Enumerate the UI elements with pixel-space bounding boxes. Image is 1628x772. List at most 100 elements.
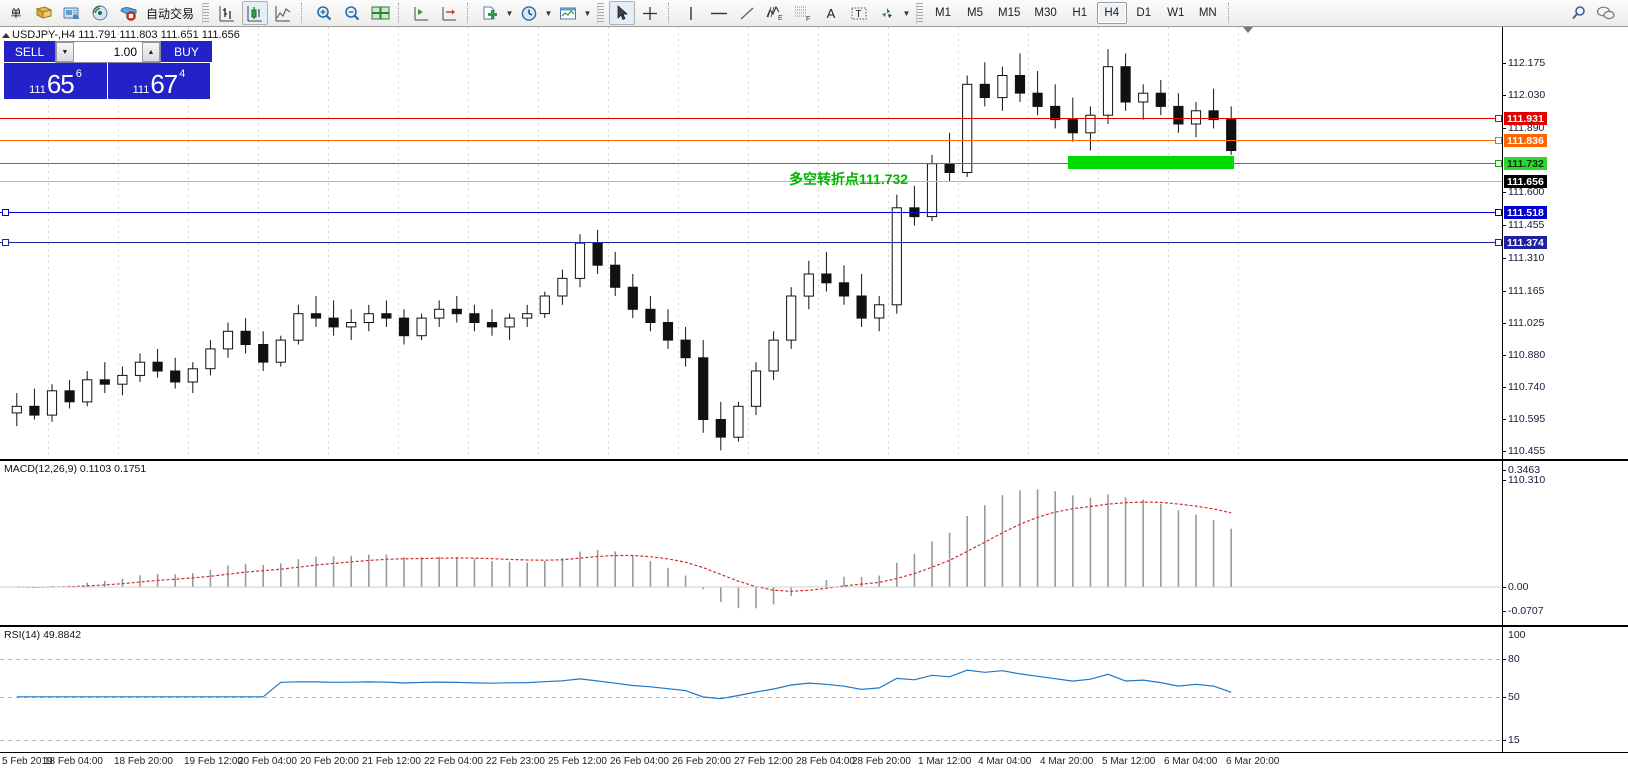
chart-symbol-title: USDJPY-,H4 111.791 111.803 111.651 111.6… (12, 29, 240, 41)
buy-price-main: 67 (150, 69, 178, 99)
tile-windows-icon[interactable] (367, 1, 393, 25)
line-chart-icon[interactable] (270, 1, 296, 25)
price-line-111374[interactable] (0, 239, 1502, 246)
bar-chart-icon[interactable] (214, 1, 240, 25)
time-label: 4 Mar 20:00 (1040, 756, 1094, 767)
vertical-line-icon[interactable] (678, 1, 704, 25)
volume-field[interactable]: ▼ 1.00 ▲ (55, 41, 161, 63)
toolbar-grip-2[interactable] (597, 2, 605, 24)
autoscroll-marker[interactable] (1243, 27, 1253, 33)
toolbar-grip-3[interactable] (916, 2, 924, 24)
broadcast-icon[interactable] (87, 1, 113, 25)
timeframe-m5[interactable]: M5 (967, 7, 983, 19)
book-icon[interactable] (31, 1, 57, 25)
crosshair-icon[interactable] (637, 1, 663, 25)
text-box-icon[interactable]: T (846, 1, 872, 25)
price-line-111931[interactable] (0, 115, 1502, 122)
timeframe-h4[interactable]: H4 (1096, 2, 1127, 24)
price-line-111836[interactable] (0, 137, 1502, 144)
oct-price-row: 111 65 6 111 67 4 (4, 63, 212, 99)
support-zone-rectangle[interactable] (1068, 156, 1234, 169)
rsi-pane[interactable]: RSI(14) 49.8842 100 80 50 15 (0, 625, 1628, 752)
rsi-level-15 (0, 740, 1502, 741)
timeframe-mn[interactable]: MN (1198, 7, 1217, 19)
rsi-y-tick: 80 (1502, 653, 1520, 665)
sell-price-lead: 111 (29, 84, 46, 96)
timeframe-m30[interactable]: M30 (1034, 7, 1057, 19)
order-icon[interactable]: 单 (10, 8, 22, 20)
price-line-handle[interactable] (1495, 160, 1502, 167)
price-line-111518[interactable] (0, 209, 1502, 216)
price-line-handle[interactable] (1495, 115, 1502, 122)
y-axis-tick: 110.595 (1501, 413, 1546, 425)
y-axis-tick: 110.455 (1501, 445, 1546, 457)
news-icon[interactable] (59, 1, 85, 25)
auto-trading-label[interactable]: 自动交易 (146, 6, 195, 21)
price-line-handle-left[interactable] (2, 239, 9, 246)
chevron-down-icon-shapes[interactable]: ▼ (902, 8, 911, 18)
fibonacci-icon[interactable]: F (790, 1, 816, 25)
chart-annotation-label[interactable]: 多空转折点111.732 (789, 171, 909, 187)
search-icon[interactable] (1565, 1, 1591, 25)
shapes-icon[interactable] (874, 1, 900, 25)
buy-price-display[interactable]: 111 67 4 (107, 63, 210, 99)
price-pane[interactable]: USDJPY-,H4 111.791 111.803 111.651 111.6… (0, 27, 1628, 486)
time-axis[interactable]: 5 Feb 2019 18 Feb 04:00 18 Feb 20:00 19 … (0, 752, 1628, 772)
cursor-icon[interactable] (609, 1, 636, 25)
price-line-handle[interactable] (1495, 137, 1502, 144)
horizontal-line-icon[interactable] (706, 1, 732, 25)
y-axis-tick: 111.165 (1501, 285, 1545, 297)
timeframe-m15[interactable]: M15 (998, 7, 1021, 19)
chevron-down-icon-templates[interactable]: ▼ (583, 8, 592, 18)
chat-icon[interactable] (1593, 1, 1619, 25)
macd-pane[interactable]: MACD(12,26,9) 0.1103 0.1751 0.3463 0.00 … (0, 459, 1628, 623)
price-badge-current: 111.656 (1504, 175, 1547, 188)
price-badge-111518[interactable]: 111.518 (1504, 206, 1547, 219)
macd-title: MACD(12,26,9) 0.1103 0.1751 (4, 463, 147, 475)
time-label: 22 Feb 04:00 (424, 756, 483, 767)
price-line-handle[interactable] (1495, 209, 1502, 216)
price-axis-separator (1502, 27, 1503, 752)
candlestick-chart-icon[interactable] (242, 1, 269, 25)
zoom-out-icon[interactable] (339, 1, 365, 25)
auto-scroll-icon[interactable] (436, 1, 462, 25)
timeframe-m1[interactable]: M1 (935, 7, 951, 19)
collapse-triangle-icon[interactable] (2, 33, 10, 38)
timeframe-h1[interactable]: H1 (1072, 7, 1088, 19)
time-label: 20 Feb 04:00 (238, 756, 297, 767)
trend-line-icon[interactable] (734, 1, 760, 25)
volume-increase-button[interactable]: ▲ (142, 42, 160, 62)
price-badge-111931[interactable]: 111.931 (1504, 112, 1547, 125)
timeframe-d1[interactable]: D1 (1136, 7, 1152, 19)
y-axis-tick: 110.740 (1501, 381, 1546, 393)
elliott-wave-icon[interactable]: E (762, 1, 788, 25)
price-line-current (0, 181, 1502, 182)
timeframe-w1[interactable]: W1 (1167, 7, 1185, 19)
period-icon[interactable] (516, 1, 542, 25)
oct-top-row: SELL ▼ 1.00 ▲ BUY (4, 41, 212, 63)
volume-decrease-button[interactable]: ▼ (56, 42, 74, 62)
chevron-down-icon-period[interactable]: ▼ (544, 8, 553, 18)
new-chart-icon[interactable] (477, 1, 503, 25)
sell-button[interactable]: SELL (4, 41, 55, 63)
toolbar-grip[interactable] (202, 2, 210, 24)
buy-button[interactable]: BUY (161, 41, 212, 63)
sell-price-display[interactable]: 111 65 6 (4, 63, 107, 99)
text-label-icon[interactable]: A (826, 5, 836, 21)
price-line-handle-left[interactable] (2, 209, 9, 216)
svg-text:F: F (806, 16, 810, 22)
price-badge-111732[interactable]: 111.732 (1504, 157, 1547, 170)
chart-area[interactable]: USDJPY-,H4 111.791 111.803 111.651 111.6… (0, 27, 1628, 772)
price-line-111732[interactable] (0, 160, 1502, 167)
chevron-down-icon-new-chart[interactable]: ▼ (505, 8, 514, 18)
price-line-handle[interactable] (1495, 239, 1502, 246)
expert-advisor-icon[interactable] (115, 1, 141, 25)
macd-y-tick: 0.00 (1501, 581, 1529, 593)
chart-shift-icon[interactable] (408, 1, 434, 25)
one-click-trading-panel[interactable]: SELL ▼ 1.00 ▲ BUY 111 65 6 111 (4, 41, 212, 99)
templates-icon[interactable] (555, 1, 581, 25)
price-badge-111836[interactable]: 111.836 (1504, 134, 1547, 147)
volume-value[interactable]: 1.00 (74, 42, 142, 62)
zoom-in-icon[interactable] (311, 1, 337, 25)
price-badge-111374[interactable]: 111.374 (1504, 236, 1547, 249)
